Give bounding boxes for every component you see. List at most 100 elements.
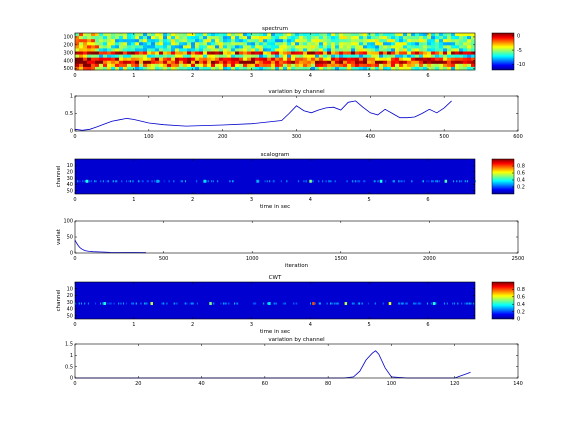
spectrum-cell [343,66,348,71]
spectrum-cell [463,57,468,62]
spectrum-cell [343,63,348,68]
heatmap-speck [87,302,89,305]
spectrum-cell [423,66,428,71]
spectrum-cell [419,33,424,37]
spectrum-cell [459,51,464,55]
spectrum-cell [355,33,360,37]
spectrum-cell [243,63,248,68]
x-tick-label: 300 [292,134,302,140]
spectrum-cell [271,33,276,37]
spectrum-cell [191,33,196,37]
spectrum-cell [259,63,264,68]
spectrum-cell [327,66,332,71]
x-tick-label: 6 [426,73,429,79]
heatmap-speck [132,302,134,305]
spectrum-cell [395,33,400,37]
heatmap-speck [474,180,476,183]
spectrum-cell [275,63,280,68]
spectrum-cell [251,57,256,62]
spectrum-cell [463,60,468,65]
spectrum-cell [143,48,148,52]
spectrum-cell [419,54,424,58]
spectrum-cell [199,42,204,46]
x-tick-label: 5 [368,73,371,79]
spectrum-cell [303,48,308,52]
heatmap-speck [139,180,141,183]
heatmap-speck [330,180,332,183]
spectrum-cell [411,51,416,55]
chart-title: variation by channel [268,337,325,343]
spectrum-cell [407,60,412,65]
heatmap-speck [354,180,356,183]
spectrum-cell [303,66,308,71]
spectrum-cell [167,36,172,40]
heatmap-speck [457,302,459,305]
spectrum-cell [259,33,264,37]
spectrum-cell [155,51,160,55]
spectrum-cell [83,54,88,58]
spectrum-cell [139,45,144,49]
spectrum-cell [219,66,224,71]
spectrum-cell [443,66,448,71]
spectrum-cell [355,66,360,71]
heatmap-event [309,179,312,183]
spectrum-cell [119,63,124,68]
spectrum-cell [215,45,220,49]
spectrum-cell [291,45,296,49]
spectrum-cell [415,36,420,40]
spectrum-cell [387,45,392,49]
spectrum-cell [235,45,240,49]
spectrum-cell [331,45,336,49]
y-tick-label: 50 [67,189,73,195]
spectrum-cell [331,66,336,71]
spectrum-cell [395,48,400,52]
heatmap-speck [405,302,407,305]
spectrum-cell [79,45,84,49]
spectrum-cell [79,48,84,52]
spectrum-cell [147,39,152,43]
spectrum-cell [343,39,348,43]
heatmap-speck [420,302,422,305]
spectrum-cell [307,66,312,71]
spectrum-cell [215,39,220,43]
heatmap-speck [453,180,455,183]
spectrum-cell [359,66,364,71]
heatmap-speck [236,302,238,305]
spectrum-cell [315,60,320,65]
spectrum-cell [91,63,96,68]
spectrum-cell [203,51,208,55]
spectrum-cell [207,36,212,40]
spectrum-cell [195,60,200,65]
spectrum-cell [323,33,328,37]
spectrum-cell [279,33,284,37]
spectrum-cell [355,57,360,62]
spectrum-cell [95,63,100,68]
spectrum-cell [467,33,472,37]
spectrum-cell [467,48,472,52]
spectrum-cell [247,51,252,55]
heatmap-speck [112,180,114,183]
spectrum-cell [371,36,376,40]
heatmap-speck [100,302,102,305]
spectrum-cell [179,66,184,71]
heatmap-speck [123,302,125,305]
spectrum-cell [259,39,264,43]
spectrum-cell [147,42,152,46]
spectrum-cell [107,33,112,37]
x-tick-label: 4 [309,197,312,203]
spectrum-cell [351,60,356,65]
spectrum-cell [91,57,96,62]
spectrum-cell [135,45,140,49]
heatmap-speck [473,302,475,305]
spectrum-cell [139,51,144,55]
spectrum-cell [467,42,472,46]
spectrum-cell [311,57,316,62]
spectrum-cell [431,54,436,58]
spectrum-cell [167,60,172,65]
spectrum-cell [427,48,432,52]
spectrum-cell [455,54,460,58]
spectrum-cell [391,39,396,43]
spectrum-cell [323,57,328,62]
spectrum-cell [419,39,424,43]
spectrum-cell [127,36,132,40]
